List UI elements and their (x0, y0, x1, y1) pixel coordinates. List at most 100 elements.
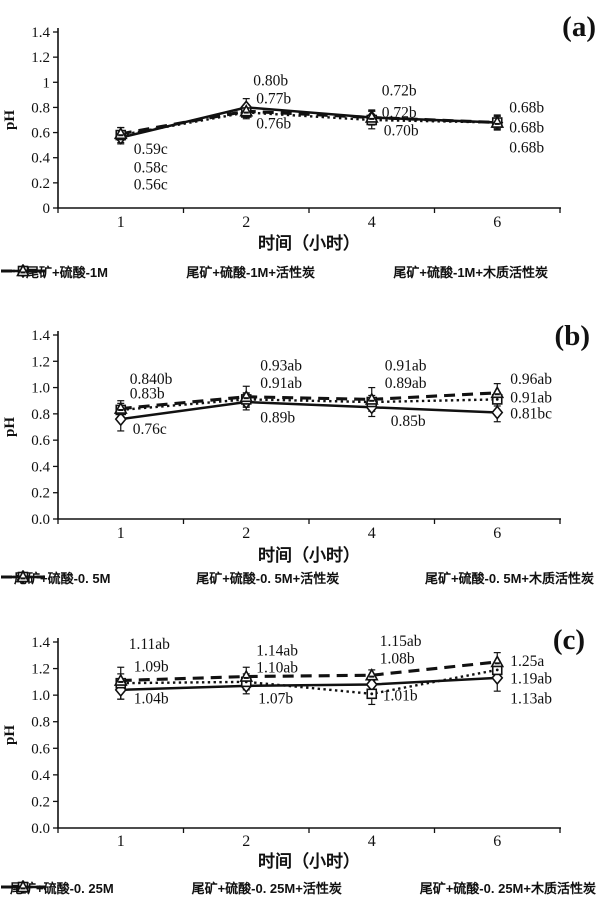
data-label: 0.91ab (260, 375, 302, 392)
y-tick-label: 0.4 (31, 151, 50, 167)
marker-center-dash (20, 577, 26, 580)
x-axis-title: 时间（小时） (258, 545, 360, 565)
x-category-label: 2 (242, 833, 250, 850)
marker-triangle (239, 389, 254, 403)
x-category-label: 6 (493, 525, 501, 542)
marker-triangle (490, 654, 505, 668)
series-line-2-triangle (120, 391, 498, 411)
data-label: 1.13ab (510, 690, 552, 707)
marker-diamond (491, 670, 504, 686)
data-label: 0.96ab (510, 371, 552, 388)
x-category-label: 4 (368, 833, 376, 850)
data-label: 0.91ab (510, 389, 552, 406)
legend-label: 尾矿+硫酸-0. 5M+木质活性炭 (424, 570, 594, 586)
marker-triangle (113, 401, 128, 414)
y-tick-label: 0 (43, 201, 51, 217)
marker-triangle (239, 104, 254, 117)
marker-center-dash (494, 122, 500, 125)
data-label: 1.09b (134, 658, 169, 675)
series-line-0-diamond (120, 400, 498, 421)
data-label: 0.91ab (385, 358, 427, 375)
legend-key-dashed-triangle-icon (1, 880, 45, 893)
data-label: 0.58c (134, 160, 168, 177)
y-tick-label: 0.8 (31, 100, 50, 116)
marker-triangle (113, 126, 128, 140)
marker-triangle (113, 673, 128, 686)
data-label: 1.08b (380, 650, 415, 667)
y-tick-label: 0.6 (31, 741, 50, 757)
chart-panel-c: 0.0 0.2 0.4 0.6 0.8 1.0 1.2 1.4 1 2 4 6 1.11ab 1.09b 1… (2, 624, 585, 871)
series-line-2-triangle (120, 660, 498, 683)
legend-key-dashed-triangle-icon (1, 570, 45, 583)
y-tick-label: 1.2 (31, 662, 50, 678)
data-label: 0.93ab (260, 358, 302, 375)
y-tick-label: 0.8 (31, 407, 50, 423)
legend-panel-b: 尾矿+硫酸-0. 5M 尾矿+硫酸-0. 5M+活性炭 尾矿+硫酸-0. 5M+木质… (0, 567, 600, 587)
legend-label: 尾矿+硫酸-0. 5M (14, 570, 111, 586)
x-category-label: 4 (368, 525, 376, 542)
marker-triangle-legend (16, 570, 30, 583)
marker-center-dash (243, 397, 249, 400)
marker-center-dot (370, 692, 374, 696)
data-label: 1.01b (383, 688, 418, 705)
marker-center-dash (243, 111, 249, 114)
legend-label: 尾矿+硫酸-1M+木质活性炭 (393, 264, 548, 280)
marker-center-dash (118, 680, 124, 683)
panel-letter: (c) (553, 624, 585, 656)
legend-item-1: 尾矿+硫酸-1M+活性炭 (1, 262, 315, 281)
data-label: 0.76b (256, 116, 291, 133)
marker-center-dash (369, 399, 375, 402)
marker-triangle-legend (16, 880, 30, 893)
marker-center-dash (494, 393, 500, 396)
y-tick-label: 1.4 (31, 635, 50, 651)
data-label: 1.25a (510, 653, 544, 670)
series-line-1-square (120, 398, 498, 412)
legend-label: 尾矿+硫酸-0. 5M+活性炭 (196, 570, 340, 586)
legend-item-2: 尾矿+硫酸-0. 25M+木质活性炭 (1, 878, 596, 897)
data-label: 0.80b (253, 72, 288, 89)
legend-item-2: 尾矿+硫酸-1M+木质活性炭 (1, 262, 548, 281)
data-label: 0.68b (509, 119, 544, 136)
x-category-label: 6 (493, 214, 501, 231)
panel-letter: (a) (562, 11, 596, 43)
data-label: 0.76c (133, 421, 167, 438)
y-axis-title: pH (2, 110, 18, 130)
y-tick-label: 0.6 (31, 126, 50, 142)
x-category-label: 2 (242, 214, 250, 231)
legend-label: 尾矿+硫酸-1M (26, 264, 108, 280)
panel-letter: (b) (555, 320, 590, 352)
legend-panel-c: 尾矿+硫酸-0. 25M 尾矿+硫酸-0. 25M+活性炭 尾矿+硫酸-0. 25M… (0, 877, 600, 897)
data-label: 1.07b (258, 690, 293, 707)
marker-triangle (239, 669, 254, 682)
marker-diamond (114, 411, 127, 427)
legend-item-1: 尾矿+硫酸-0. 5M+活性炭 (1, 568, 340, 587)
marker-center-dash (118, 409, 124, 411)
data-label: 0.68b (509, 100, 544, 117)
x-axis-title: 时间（小时） (258, 851, 360, 871)
y-tick-label: 1.2 (31, 354, 50, 370)
x-category-label: 2 (242, 525, 250, 542)
legend-label: 尾矿+硫酸-0. 25M (10, 880, 114, 896)
x-category-label: 1 (117, 525, 125, 542)
y-tick-label: 1.0 (31, 381, 50, 397)
marker-center-dot (495, 668, 499, 672)
data-label: 1.19ab (510, 670, 552, 687)
data-label: 1.15ab (380, 633, 422, 650)
data-label: 0.68b (509, 140, 544, 157)
legend-label: 尾矿+硫酸-0. 25M+木质活性炭 (419, 880, 596, 896)
y-tick-label: 1.4 (31, 25, 50, 41)
marker-center-dash (20, 271, 26, 274)
marker-triangle (490, 115, 505, 128)
marker-center-dash (494, 662, 500, 665)
y-tick-label: 0.2 (31, 486, 50, 502)
x-category-label: 6 (493, 833, 501, 850)
y-tick-label: 0.4 (31, 459, 50, 475)
legend-key-dashed-triangle-icon (1, 264, 45, 277)
data-label: 0.72b (382, 104, 417, 121)
y-tick-label: 0.0 (31, 512, 50, 528)
marker-triangle (364, 392, 379, 405)
y-tick-label: 1.0 (31, 688, 50, 704)
legend-label: 尾矿+硫酸-1M+活性炭 (186, 264, 315, 280)
data-label: 0.89b (260, 410, 295, 427)
